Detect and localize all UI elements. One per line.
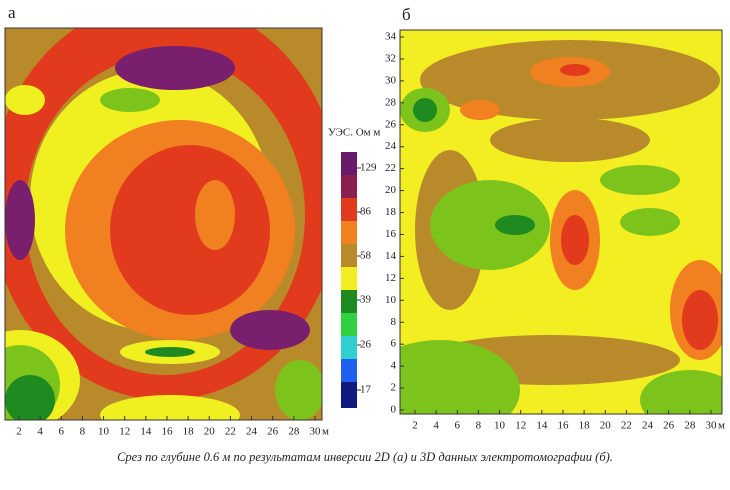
y-tick-label: 12 [385,272,396,284]
x-tick-label: 12 [119,426,130,438]
x-tick-label: 30 [705,420,717,432]
colorbar-tick-label: 17 [360,384,372,396]
y-tick-label: 32 [385,52,396,64]
colorbar-tick-label: 129 [360,162,377,174]
y-tick-label: 30 [385,74,397,86]
y-tick-label: 22 [385,162,396,174]
x-tick-label: 26 [267,426,279,438]
y-tick-label: 18 [385,206,397,218]
x-tick-label: 22 [621,420,632,432]
x-tick-label: 8 [476,420,482,432]
x-tick-label: 4 [433,420,439,432]
x-tick-label: 26 [663,420,675,432]
y-tick-label: 34 [385,31,397,43]
y-tick-label: 16 [385,228,397,240]
x-tick-label: 2 [412,420,418,432]
y-tick-label: 26 [385,118,397,130]
y-tick-label: 0 [391,404,397,416]
x-tick-label: 30 [309,426,321,438]
frame [4,27,323,421]
x-tick-label: 10 [494,420,506,432]
y-tick-label: 14 [385,250,397,262]
x-tick-label: 6 [455,420,461,432]
x-tick-label: 6 [59,426,65,438]
x-tick-label: 28 [288,426,300,438]
y-tick-label: 4 [391,360,397,372]
x-tick-label: 20 [600,420,612,432]
colorbar-tick-label: 26 [360,339,372,351]
y-tick-label: 24 [385,140,397,152]
map-b [400,30,722,414]
caption: Срез по глубине 0.6 м по результатам инв… [117,450,613,464]
x-tick-label: 28 [684,420,696,432]
colorbar [341,152,357,408]
panel-label: а [8,3,16,22]
x-tick-label: 16 [557,420,569,432]
y-tick-label: 10 [385,294,397,306]
x-tick-label: 20 [204,426,216,438]
y-tick-label: 8 [391,316,397,328]
x-tick-label: 24 [246,426,258,438]
y-tick-label: 28 [385,96,397,108]
colorbar-tick-label: 86 [360,206,372,218]
map-a [5,28,322,420]
x-tick-label: 2 [16,426,22,438]
x-unit: м [718,420,725,432]
colorbar-tick-label: 39 [360,294,372,306]
x-tick-label: 16 [161,426,173,438]
x-unit: м [322,426,329,438]
colorbar-tick-label: 58 [360,250,372,262]
x-tick-label: 12 [515,420,526,432]
x-tick-label: 4 [37,426,43,438]
x-tick-label: 8 [80,426,86,438]
x-tick-label: 14 [140,426,152,438]
x-tick-label: 18 [579,420,591,432]
y-tick-label: 20 [385,184,397,196]
colorbar-title: УЭС. Ом м [328,127,380,139]
panel-label: б [402,5,411,24]
x-tick-label: 24 [642,420,654,432]
frame [399,29,723,415]
y-tick-label: 2 [391,382,397,394]
x-tick-label: 10 [98,426,110,438]
x-tick-label: 18 [183,426,195,438]
x-tick-label: 22 [225,426,236,438]
y-tick-label: 6 [391,338,397,350]
x-tick-label: 14 [536,420,548,432]
